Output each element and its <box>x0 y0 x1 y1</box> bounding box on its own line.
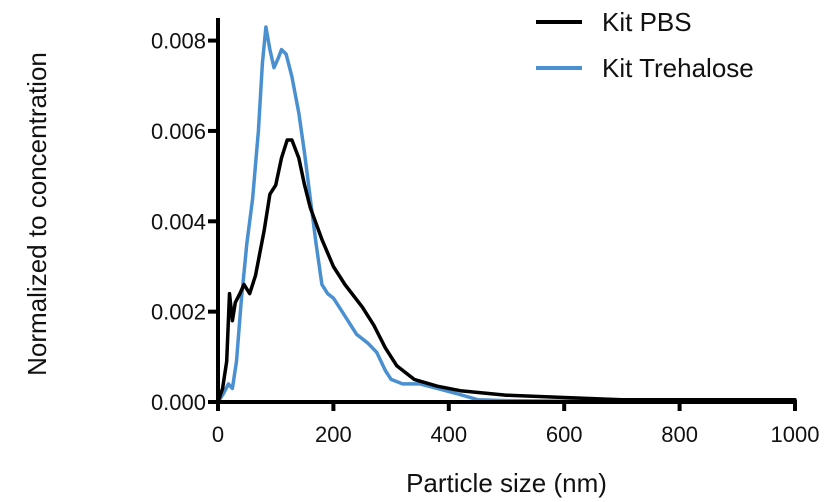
x-tick-label: 200 <box>315 422 352 447</box>
series-line-0 <box>216 138 797 404</box>
y-ticks: 0.000 0.002 0.004 0.006 0.008 <box>151 29 218 415</box>
y-tick-label: 0.006 <box>151 119 206 144</box>
axes <box>216 18 797 404</box>
x-tick-label: 0 <box>212 422 224 447</box>
x-ticks: 0 200 400 600 800 1000 <box>212 402 820 447</box>
x-tick-label: 800 <box>661 422 698 447</box>
x-axis-title: Particle size (nm) <box>406 468 607 498</box>
legend: Kit PBS Kit Trehalose <box>536 7 754 83</box>
y-tick-label: 0.000 <box>151 390 206 415</box>
legend-label-0: Kit PBS <box>602 7 692 37</box>
plot-lines <box>216 25 797 404</box>
x-tick-label: 400 <box>430 422 467 447</box>
y-tick-label: 0.004 <box>151 209 206 234</box>
y-tick-label: 0.002 <box>151 300 206 325</box>
y-axis-title: Normalized to concentration <box>22 52 52 376</box>
x-tick-label: 1000 <box>771 422 820 447</box>
series-line-1 <box>216 25 797 404</box>
y-tick-label: 0.008 <box>151 29 206 54</box>
legend-label-1: Kit Trehalose <box>602 53 754 83</box>
x-tick-label: 600 <box>546 422 583 447</box>
